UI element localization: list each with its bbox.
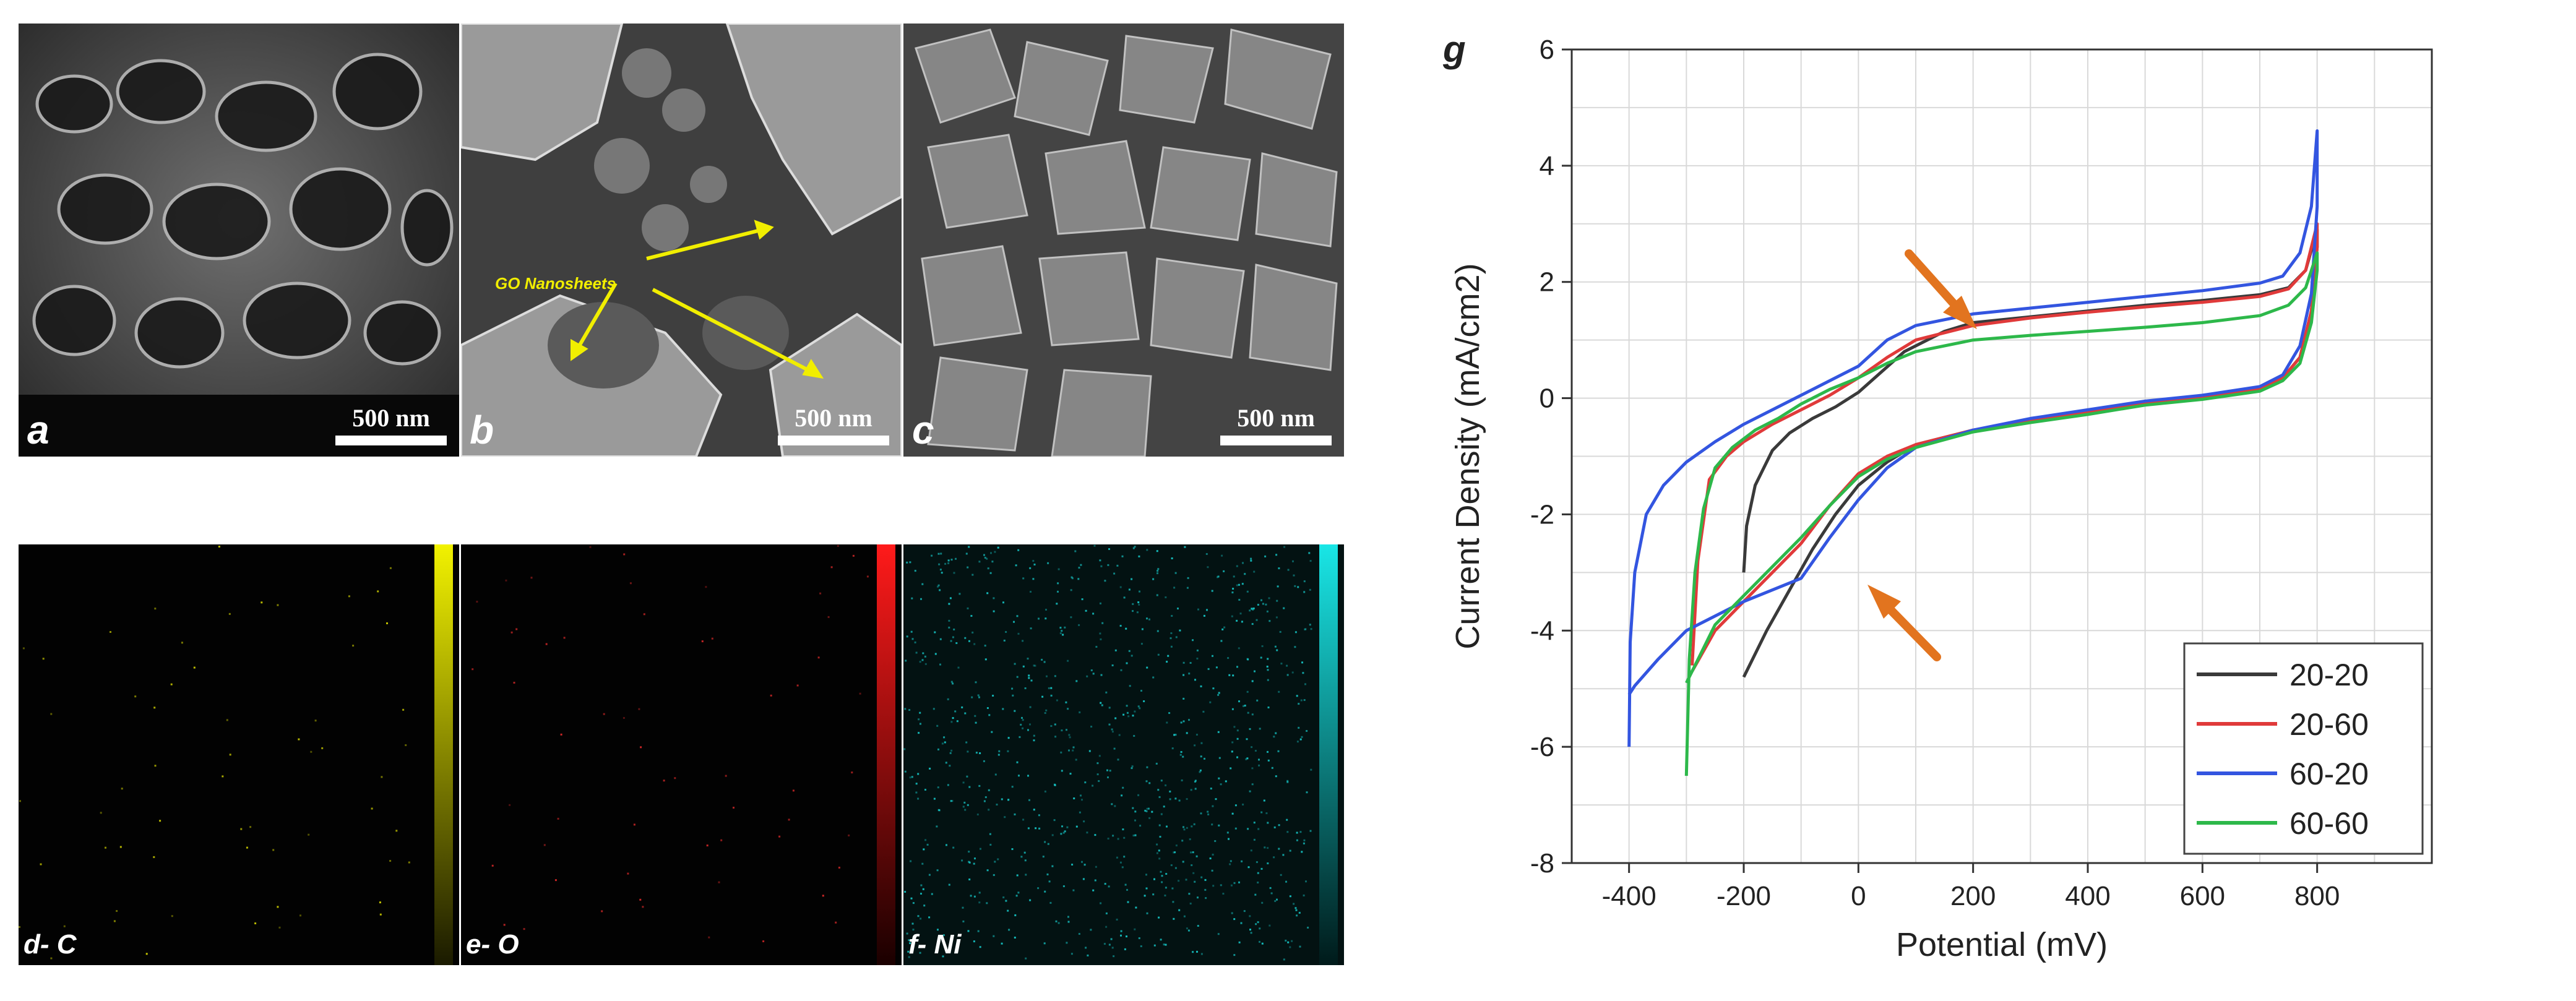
x-tick-label: 600 [2180,881,2225,911]
scale-bar: 500 nm [335,405,447,445]
x-tick-label: 800 [2294,881,2340,911]
series-line-60-20 [1627,129,2319,747]
sem-panel-c: c 500 nm [903,24,1344,457]
x-tick-label: 0 [1851,881,1866,911]
eds-map-ni: f- Ni [903,544,1344,965]
eds-map-o: e- O [461,544,902,965]
colorbar-o [877,544,895,965]
colorbar-ni [1319,544,1338,965]
sem-panel-a: a 500 nm [19,24,459,457]
legend-label: 60-20 [2290,757,2369,791]
panel-label-g: g [1442,28,1466,70]
map-label-o: e- O [466,929,519,960]
sem-image-c [903,24,1344,457]
scale-bar-line [778,436,889,445]
series-line-20-60 [1691,222,2319,672]
map-label-ni: f- Ni [908,929,962,960]
go-nanosheets-annotation: GO Nanosheets [495,274,616,293]
eds-speckles [472,544,869,942]
eds-map-c: d- C [19,544,459,965]
cv-chart: g -8 -6 -4 -2 0 2 4 6 -400 -200 0 200 400 600 800 Pot… [1442,28,2433,963]
y-tick-label: -2 [1530,499,1554,530]
scale-bar-label: 500 nm [352,404,430,432]
legend-box [2183,642,2424,855]
x-axis-label: Potential (mV) [1896,926,2108,963]
y-tick-label: 4 [1540,151,1554,181]
sem-image-b [461,24,902,457]
arrow-icon [1905,249,1977,329]
arrow-icon [1867,585,1941,661]
sem-image-a [19,24,459,457]
y-tick-label: -8 [1530,848,1554,879]
panel-label: b [470,408,494,452]
y-tick-label: 0 [1540,384,1554,414]
legend-label: 20-20 [2290,658,2369,692]
x-tick-label: 400 [2065,881,2110,911]
annotation-arrows [1867,249,1977,661]
x-tick-label: -200 [1717,881,1771,911]
series-line-60-60 [1684,251,2319,776]
panel-label: c [912,408,934,452]
eds-speckles [903,544,1312,961]
scale-bar-label: 500 nm [795,404,872,432]
legend-label: 60-60 [2290,806,2369,841]
plot-frame [1570,48,2433,864]
panel-label: a [27,408,50,452]
x-tick-label: 200 [1950,881,1996,911]
map-label-c: d- C [24,929,77,960]
sem-panel-b: GO Nanosheets b 500 nm [461,24,902,457]
y-axis: -8 -6 -4 -2 0 2 4 6 [1530,35,1572,879]
x-tick-label: -400 [1602,881,1656,911]
scale-bar-label: 500 nm [1237,404,1315,432]
y-tick-label: -4 [1530,616,1554,646]
legend-label: 20-60 [2290,707,2369,742]
scale-bar: 500 nm [778,405,889,445]
scale-bar-line [1220,436,1332,445]
x-axis: -400 -200 0 200 400 600 800 [1602,863,2340,911]
y-axis-label: Current Density (mA/cm2) [1449,263,1486,649]
series-group [1627,129,2319,776]
scale-bar-line [335,436,447,445]
y-tick-label: 2 [1540,267,1554,298]
legend: 20-20 20-60 60-20 60-60 [2183,642,2424,855]
y-tick-label: -6 [1530,732,1554,762]
y-tick-label: 6 [1540,35,1554,65]
scale-bar: 500 nm [1220,405,1332,445]
eds-speckles [19,546,410,960]
colorbar-c [434,544,453,965]
